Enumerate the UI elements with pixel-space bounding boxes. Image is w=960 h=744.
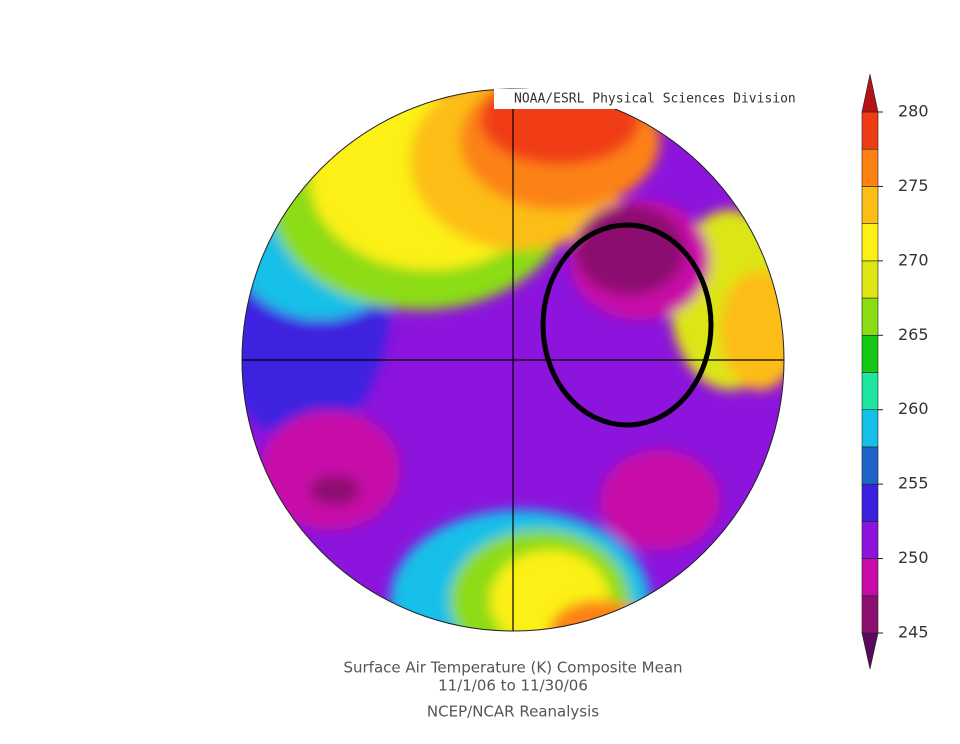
credit: NOAA/ESRL Physical Sciences Division [514,92,796,107]
colorbar-segment [861,372,879,411]
colorbar-over-arrow [861,73,879,113]
credit-box [494,89,784,109]
caption-dates: 11/1/06 to 11/30/06 [438,677,588,695]
colorbar-segment [861,297,879,336]
colorbar-tick-label: 265 [898,325,929,344]
temperature-map [242,89,784,631]
highlight-ellipse [540,222,714,428]
colorbar-segment [861,148,879,187]
colorbar-segment [861,409,879,448]
colorbar-segment [861,186,879,224]
colorbar-segment [861,446,879,485]
colorbar-under-arrow [861,632,879,670]
colorbar-segment [861,223,879,262]
colorbar-tick-label: 250 [898,548,929,567]
colorbar-segment [861,483,879,522]
colorbar-tick-label: 245 [898,623,929,642]
caption-title: Surface Air Temperature (K) Composite Me… [343,659,682,677]
colorbar-tick-label: 280 [898,102,929,121]
colorbar-tick-label: 270 [898,250,929,269]
colorbar-segment [861,558,879,597]
colorbar-segment [861,260,879,299]
colorbar-segment [861,521,879,559]
colorbar-tick-label: 255 [898,474,929,493]
colorbar: 245 250 255 260 265 270 275 280 [861,73,929,670]
colorbar-segment [861,334,879,373]
colorbar-tick-label: 260 [898,399,929,418]
caption-source: NCEP/NCAR Reanalysis [427,703,599,721]
colorbar-tick-label: 275 [898,176,929,195]
colorbar-segment [861,595,879,634]
colorbar-segment [861,111,879,150]
